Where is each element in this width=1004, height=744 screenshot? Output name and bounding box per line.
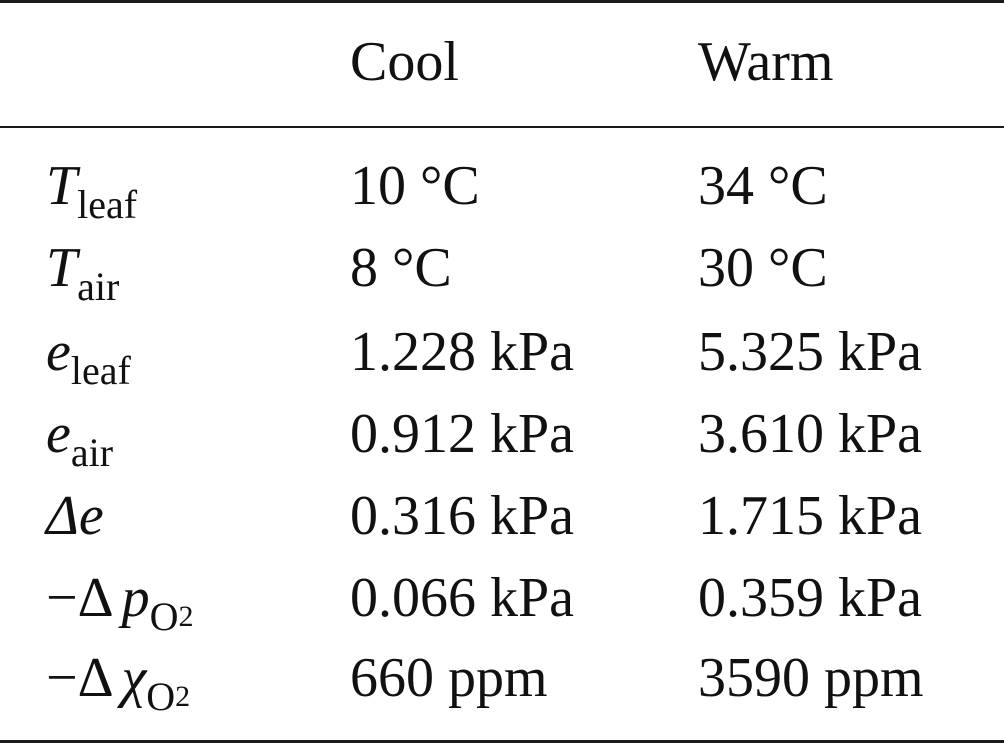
table-cell-warm: 30 °C: [698, 237, 828, 299]
table-cell-cool: 0.912 kPa: [350, 403, 574, 465]
row-symbol-delta-p-o2: −Δ pO2: [46, 567, 194, 639]
table-cell-warm: 3.610 kPa: [698, 403, 922, 465]
table-cell-cool: 8 °C: [350, 237, 452, 299]
row-symbol-e-air: eair: [46, 403, 114, 475]
table-cell-cool: 0.066 kPa: [350, 567, 574, 629]
row-symbol-delta-e: Δe: [46, 485, 104, 547]
column-header-cool: Cool: [350, 31, 459, 93]
column-header-warm: Warm: [698, 31, 834, 93]
table-cell-cool: 0.316 kPa: [350, 485, 574, 547]
row-symbol-t-leaf: Tleaf: [46, 155, 138, 227]
row-symbol-t-air: Tair: [46, 237, 120, 309]
table-cell-warm: 0.359 kPa: [698, 567, 922, 629]
table-cell-warm: 34 °C: [698, 155, 828, 217]
row-symbol-delta-chi-o2: −Δ χO2: [46, 647, 191, 719]
table-cell-warm: 3590 ppm: [698, 647, 924, 709]
table-cell-warm: 1.715 kPa: [698, 485, 922, 547]
table-bottom-rule: [0, 740, 1004, 743]
table-cell-warm: 5.325 kPa: [698, 321, 922, 383]
row-symbol-e-leaf: eleaf: [46, 321, 131, 393]
table-cell-cool: 10 °C: [350, 155, 480, 217]
table-top-rule: [0, 0, 1004, 3]
table-header-rule: [0, 126, 1004, 128]
table-cell-cool: 1.228 kPa: [350, 321, 574, 383]
table-cell-cool: 660 ppm: [350, 647, 548, 709]
